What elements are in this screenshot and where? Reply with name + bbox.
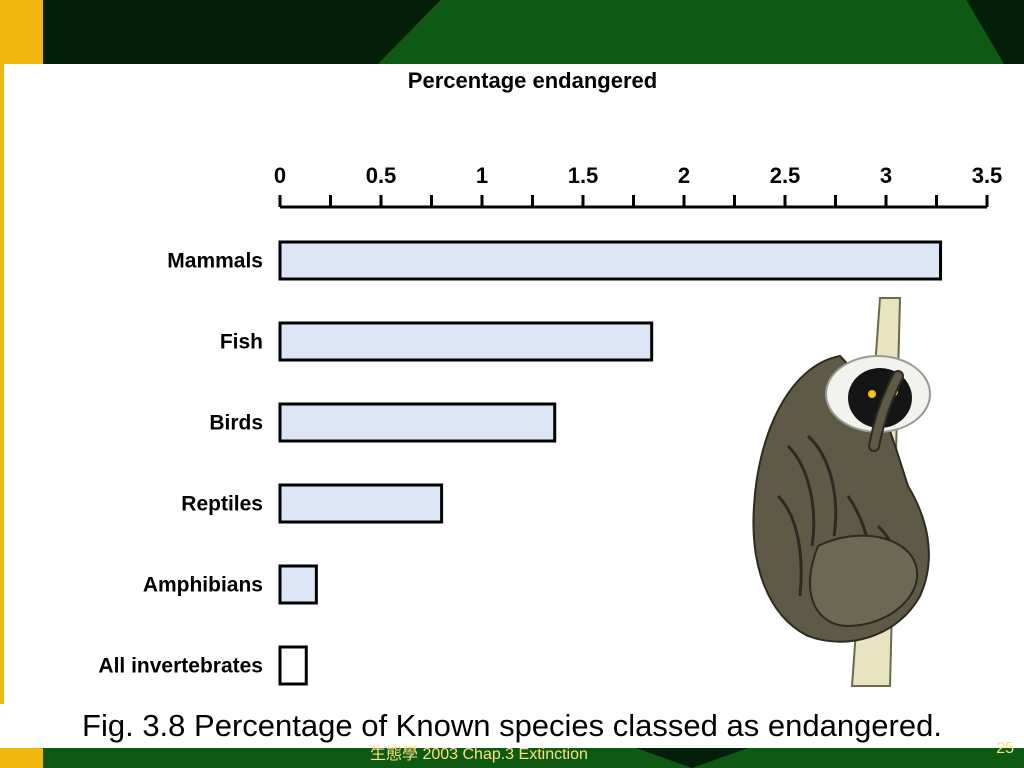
bar-amphibians (278, 564, 318, 605)
x-tick-label: 2 (678, 163, 690, 188)
footer-page-number: 25 (996, 740, 1014, 757)
figure-caption: Fig. 3.8 Percentage of Known species cla… (0, 704, 1024, 748)
category-label: All invertebrates (98, 655, 263, 678)
bar-birds (278, 402, 557, 443)
category-label: Fish (220, 331, 263, 354)
category-label: Reptiles (181, 493, 263, 516)
category-label: Mammals (167, 250, 263, 273)
x-tick-label: 0 (274, 163, 286, 188)
x-tick-label: 3.5 (972, 163, 1003, 188)
x-tick-label: 1 (476, 163, 488, 188)
x-tick-label: 1.5 (568, 163, 599, 188)
slide-left-rail (0, 64, 4, 704)
slide-top-left-accent (0, 0, 43, 64)
bar-reptiles (278, 483, 444, 524)
x-tick-label: 3 (880, 163, 892, 188)
slide-bottom-left-accent (0, 748, 43, 768)
x-tick-label: 0.5 (366, 163, 397, 188)
slide-bottom-band (0, 748, 1024, 768)
category-label: Birds (209, 412, 263, 435)
category-label: Amphibians (143, 574, 263, 597)
bar-mammals (278, 240, 943, 281)
bar-all-invertebrates (278, 645, 308, 686)
chart-title: Percentage endangered (407, 68, 658, 93)
lemur-illustration (752, 297, 931, 687)
category-labels: Mammals Fish Birds Reptiles Amphibians All in… (98, 250, 263, 678)
x-axis: 0 0.5 1 1.5 2 2.5 3 3.5 (274, 163, 1003, 209)
x-tick-label: 2.5 (770, 163, 801, 188)
bar-series (278, 240, 943, 686)
bar-fish (278, 321, 654, 362)
footer-course-text: 生態學 2003 Chap.3 Extinction (370, 746, 588, 763)
bar-chart: 0 0.5 1 1.5 2 2.5 3 3.5 Mammals Fish Birds Reptile… (98, 163, 1003, 686)
slide-top-green-shape (378, 0, 1004, 64)
